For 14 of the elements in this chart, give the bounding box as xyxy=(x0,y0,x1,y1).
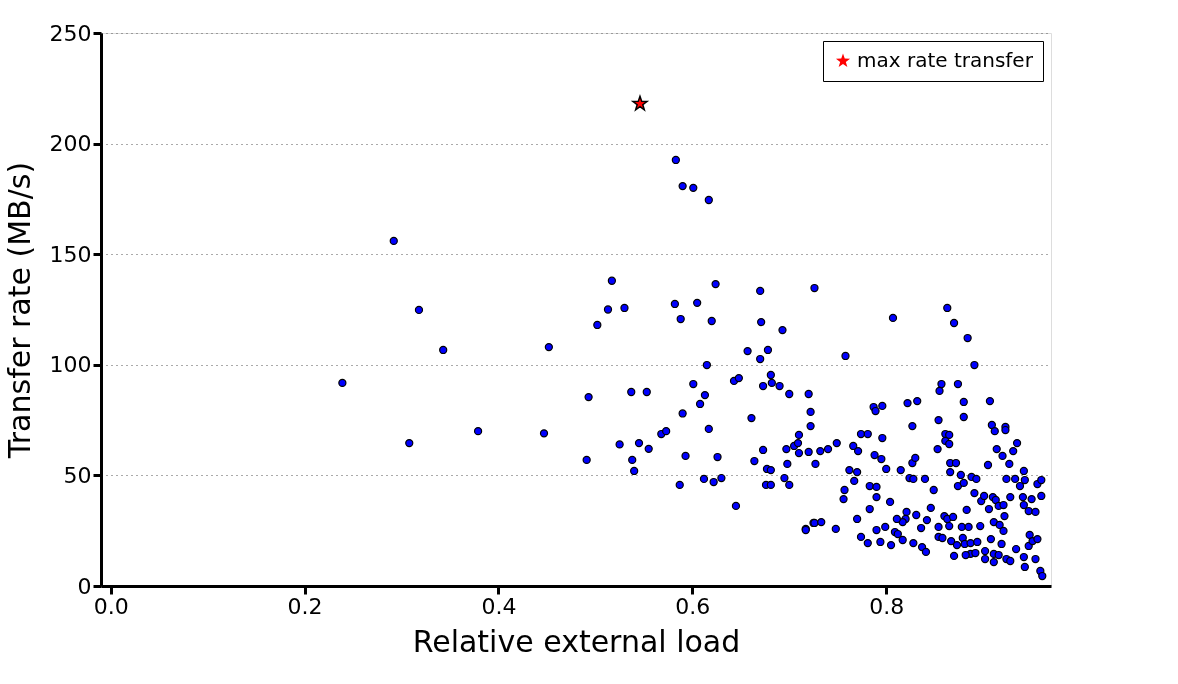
x-tick-label: 0.6 xyxy=(675,593,711,619)
legend-label: max rate transfer xyxy=(857,48,1034,72)
y-tick-label: 100 xyxy=(49,352,92,378)
y-tick-label: 0 xyxy=(77,573,92,599)
x-tick-label: 0.4 xyxy=(481,593,517,619)
y-axis-title: Transfer rate (MB/s) xyxy=(1,161,37,460)
y-tick-label: 250 xyxy=(49,20,92,46)
y-tick-label: 200 xyxy=(49,131,92,157)
x-tick-label: 0.2 xyxy=(287,593,323,619)
x-tick-label: 0.8 xyxy=(869,593,905,619)
x-axis-title: Relative external load xyxy=(412,623,741,659)
y-tick-label: 150 xyxy=(49,241,92,267)
x-tick-label: 0.0 xyxy=(93,593,129,619)
y-tick-label: 50 xyxy=(63,462,92,488)
